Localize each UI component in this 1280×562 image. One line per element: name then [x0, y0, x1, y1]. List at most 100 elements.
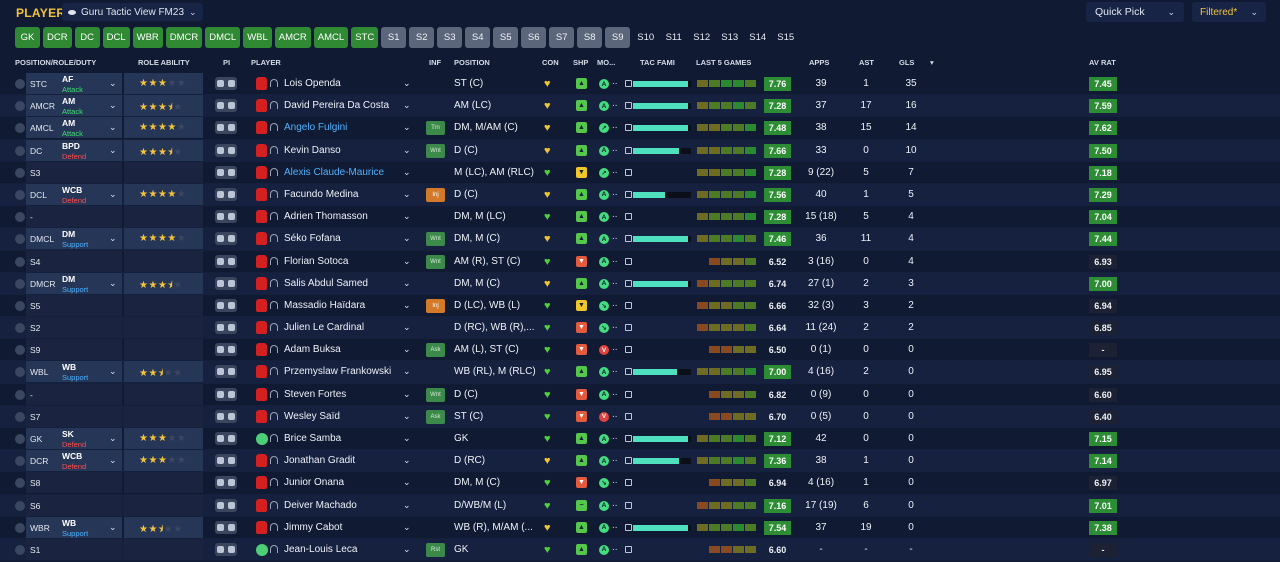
table-row[interactable]: DMCL DM Support ⌄ ★★★★★ Séko Fofana ⌄ Wnt DM, M …: [0, 228, 1280, 251]
position-chip[interactable]: DCL: [102, 27, 130, 48]
chevron-down-icon[interactable]: ⌄: [403, 211, 411, 222]
position-slot-cell[interactable]: [26, 139, 122, 161]
position-chip[interactable]: S9: [605, 27, 631, 48]
chevron-down-icon[interactable]: ⌄: [403, 366, 411, 377]
chevron-down-icon[interactable]: ⌄: [403, 166, 411, 177]
select-checkbox[interactable]: [15, 189, 25, 200]
player-name[interactable]: Steven Fortes: [284, 388, 347, 400]
player-instructions-button[interactable]: [215, 298, 237, 312]
position-chip[interactable]: S8: [577, 27, 603, 48]
position-slot-cell[interactable]: [26, 361, 122, 383]
chevron-down-icon[interactable]: ⌄: [403, 344, 411, 355]
position-slot-cell[interactable]: [26, 339, 122, 361]
select-checkbox[interactable]: [15, 456, 25, 467]
chevron-down-icon[interactable]: ⌄: [403, 388, 411, 399]
player-instructions-button[interactable]: [215, 542, 237, 556]
position-chip[interactable]: GK: [15, 27, 40, 48]
player-name[interactable]: Massadio Haïdara: [284, 299, 366, 311]
table-row[interactable]: DC BPD Defend ⌄ ★★★⯨★ Kevin Danso ⌄ Wnt D (C) ♥ ▲ A…: [0, 139, 1280, 162]
player-name[interactable]: Przemyslaw Frankowski: [284, 366, 392, 378]
chevron-down-icon[interactable]: ⌄: [403, 188, 411, 199]
player-instructions-button[interactable]: [215, 121, 237, 135]
table-row[interactable]: - Steven Fortes ⌄ Wnt D (C) ♥ ▼ A.. 6.82 0 (9) 0 0 6…: [0, 383, 1280, 406]
player-instructions-button[interactable]: [215, 520, 237, 534]
chevron-down-icon[interactable]: ⌄: [403, 499, 411, 510]
col-position-role-duty[interactable]: POSITION/ROLE/DUTY: [15, 58, 97, 67]
col-player[interactable]: PLAYER: [251, 58, 281, 67]
player-instructions-button[interactable]: [215, 254, 237, 268]
chevron-down-icon[interactable]: ⌄: [109, 122, 117, 133]
player-name[interactable]: Adrien Thomasson: [284, 211, 368, 223]
position-slot-cell[interactable]: [26, 450, 122, 472]
chevron-down-icon[interactable]: ⌄: [403, 100, 411, 111]
position-chip[interactable]: S7: [549, 27, 575, 48]
position-slot-cell[interactable]: [26, 516, 122, 538]
position-slot-cell[interactable]: [26, 405, 122, 427]
select-checkbox[interactable]: [15, 389, 25, 400]
table-row[interactable]: S3 Alexis Claude-Maurice ⌄ M (LC), AM (RLC)…: [0, 161, 1280, 184]
position-chip[interactable]: DC: [74, 27, 100, 48]
chevron-down-icon[interactable]: ⌄: [403, 410, 411, 421]
position-chip[interactable]: S12: [689, 27, 715, 48]
chevron-down-icon[interactable]: ⌄: [109, 188, 117, 199]
select-checkbox[interactable]: [15, 234, 25, 245]
chevron-down-icon[interactable]: ⌄: [109, 521, 117, 532]
table-row[interactable]: S7 Wesley Saïd ⌄ Ask ST (C) ♥ ▼ V.. 6.70 0 (5) 0 0 6…: [0, 405, 1280, 428]
chevron-down-icon[interactable]: ⌄: [403, 477, 411, 488]
chevron-down-icon[interactable]: ⌄: [403, 455, 411, 466]
table-row[interactable]: GK SK Defend ⌄ ★★★★★ Brice Samba ⌄ GK ♥ ▲ A.. 7.12 4…: [0, 428, 1280, 451]
position-chip[interactable]: DMCL: [205, 27, 241, 48]
position-chip[interactable]: S4: [465, 27, 491, 48]
select-checkbox[interactable]: [15, 434, 25, 444]
col-position[interactable]: POSITION: [454, 58, 490, 67]
select-checkbox[interactable]: [15, 323, 25, 334]
col-assists[interactable]: AST: [859, 58, 874, 67]
player-name[interactable]: Kevin Danso: [284, 144, 341, 156]
player-instructions-button[interactable]: [215, 476, 237, 490]
table-row[interactable]: DCL WCB Defend ⌄ ★★★★★ Facundo Medina ⌄ Inj D (C…: [0, 183, 1280, 207]
col-appearances[interactable]: APPS: [809, 58, 830, 67]
select-checkbox[interactable]: [15, 522, 25, 533]
position-chip[interactable]: S15: [773, 27, 799, 48]
position-chip[interactable]: AMCL: [313, 27, 349, 48]
position-chip[interactable]: S2: [409, 27, 435, 48]
position-chip[interactable]: S13: [717, 27, 743, 48]
position-chip[interactable]: S3: [437, 27, 463, 48]
position-chip[interactable]: S5: [493, 27, 519, 48]
select-checkbox[interactable]: [15, 478, 25, 489]
table-row[interactable]: DMCR DM Support ⌄ ★★★⯨★ Salis Abdul Samed ⌄ DM,…: [0, 272, 1280, 295]
chevron-down-icon[interactable]: ⌄: [109, 78, 117, 88]
player-instructions-button[interactable]: [215, 210, 237, 224]
select-checkbox[interactable]: [15, 145, 25, 156]
chevron-down-icon[interactable]: ⌄: [403, 322, 411, 333]
player-name[interactable]: Jean-Louis Leca: [284, 543, 358, 555]
player-name[interactable]: Facundo Medina: [284, 188, 359, 200]
player-name[interactable]: Adam Buksa: [284, 344, 341, 356]
position-slot-cell[interactable]: [26, 183, 122, 205]
player-name[interactable]: Brice Samba: [284, 433, 342, 444]
position-slot-cell[interactable]: [26, 294, 122, 316]
chevron-down-icon[interactable]: ⌄: [403, 299, 411, 310]
table-row[interactable]: S8 Junior Onana ⌄ DM, M (C) ♥ ▼ ↘.. 6.94 4 (16) 1…: [0, 472, 1280, 495]
player-instructions-button[interactable]: [215, 143, 237, 157]
player-name[interactable]: Lois Openda: [284, 78, 341, 89]
col-tactical-familiarity[interactable]: TAC FAMI: [640, 58, 675, 67]
table-row[interactable]: WBR WB Support ⌄ ★★⯨★★ Jimmy Cabot ⌄ WB (R), M/…: [0, 516, 1280, 539]
position-chip[interactable]: S14: [745, 27, 771, 48]
col-average-rating[interactable]: AV RAT: [1089, 58, 1116, 67]
col-inf[interactable]: INF: [429, 58, 442, 67]
position-chip[interactable]: S6: [521, 27, 547, 48]
position-chip[interactable]: AMCR: [274, 27, 311, 48]
player-name[interactable]: Salis Abdul Samed: [284, 277, 368, 289]
select-checkbox[interactable]: [15, 544, 25, 555]
quick-pick-dropdown[interactable]: Quick Pick ⌄: [1086, 2, 1184, 22]
chevron-down-icon[interactable]: ⌄: [109, 455, 117, 466]
chevron-down-icon[interactable]: ⌄: [109, 144, 117, 155]
player-name[interactable]: Deiver Machado: [284, 499, 357, 511]
select-checkbox[interactable]: [15, 256, 25, 267]
table-row[interactable]: S5 Massadio Haïdara ⌄ Inj D (LC), WB (L) ♥ ▼ ↘.…: [0, 294, 1280, 318]
player-instructions-button[interactable]: [215, 365, 237, 379]
filter-dropdown[interactable]: Filtered* ⌄: [1192, 2, 1266, 22]
player-instructions-button[interactable]: [215, 432, 237, 445]
table-row[interactable]: S1 Jean-Louis Leca ⌄ Rst GK ♥ ▲ A.. 6.60 - - - -: [0, 538, 1280, 562]
